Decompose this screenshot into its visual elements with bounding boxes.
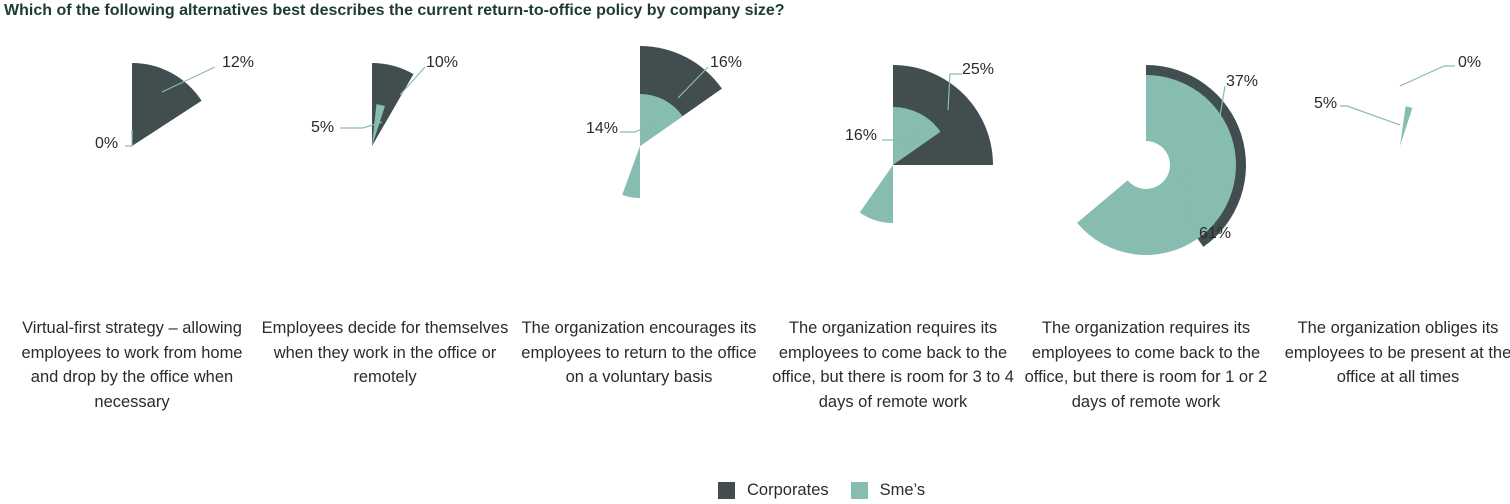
- leader-line-smes: [125, 130, 133, 147]
- data-label-smes: 16%: [845, 127, 877, 144]
- data-label-smes: 14%: [586, 120, 618, 137]
- data-label-corporates: 0%: [1458, 54, 1481, 71]
- data-label-corporates: 10%: [426, 54, 458, 71]
- polar-charts: 12% 0% 10% 5% 16% 14% 25% 16% 37% 61% 0% 5%: [95, 46, 1481, 255]
- data-label-smes: 61%: [1199, 225, 1231, 242]
- leader-line-corporates: [161, 66, 216, 93]
- data-label-smes: 5%: [1314, 95, 1337, 112]
- legend-label-smes: Sme’s: [879, 481, 926, 499]
- bar-smes: [859, 107, 941, 223]
- bar-smes: [1400, 106, 1413, 146]
- bar-smes: [372, 104, 385, 146]
- leader-line-smes: [1183, 171, 1197, 237]
- data-label-corporates: 37%: [1226, 73, 1258, 90]
- leader-line-corporates: [1216, 85, 1226, 135]
- leader-line-smes: [882, 135, 921, 141]
- data-label-smes: 0%: [95, 135, 118, 152]
- data-label-corporates: 16%: [710, 54, 742, 71]
- legend-item-corporates: Corporates: [718, 481, 829, 500]
- category-label: Virtual-first strategy – allowing employ…: [21, 319, 243, 411]
- leader-line-smes: [620, 121, 658, 133]
- legend-swatch-smes: [850, 482, 868, 499]
- legend: Corporates Sme’s: [718, 481, 947, 500]
- bar-corporates: [132, 63, 202, 146]
- leader-line-smes: [340, 121, 383, 129]
- leader-line-corporates: [1399, 65, 1455, 87]
- data-label-corporates: 12%: [222, 54, 254, 71]
- leader-line-corporates: [677, 66, 709, 99]
- leader-line-smes: [1340, 105, 1401, 126]
- bar-smes: [1077, 75, 1236, 255]
- leader-line-corporates: [947, 73, 962, 111]
- legend-swatch-corporates: [718, 482, 735, 499]
- category-label: Employees decide for themselves when the…: [261, 319, 509, 386]
- leader-line-corporates: [399, 66, 426, 96]
- category-label: The organization requires its employees …: [1024, 319, 1268, 411]
- bar-smes: [622, 94, 683, 198]
- category-label: The organization encourages its employee…: [521, 319, 757, 386]
- category-label: The organization requires its employees …: [772, 319, 1014, 411]
- data-label-corporates: 25%: [962, 61, 994, 78]
- legend-label-corporates: Corporates: [747, 481, 829, 499]
- category-label: The organization obliges its employees t…: [1284, 319, 1510, 386]
- chart-title: Which of the following alternatives best…: [4, 2, 785, 19]
- data-label-smes: 5%: [311, 119, 334, 136]
- legend-item-smes: Sme’s: [850, 481, 926, 500]
- bar-corporates: [372, 63, 414, 146]
